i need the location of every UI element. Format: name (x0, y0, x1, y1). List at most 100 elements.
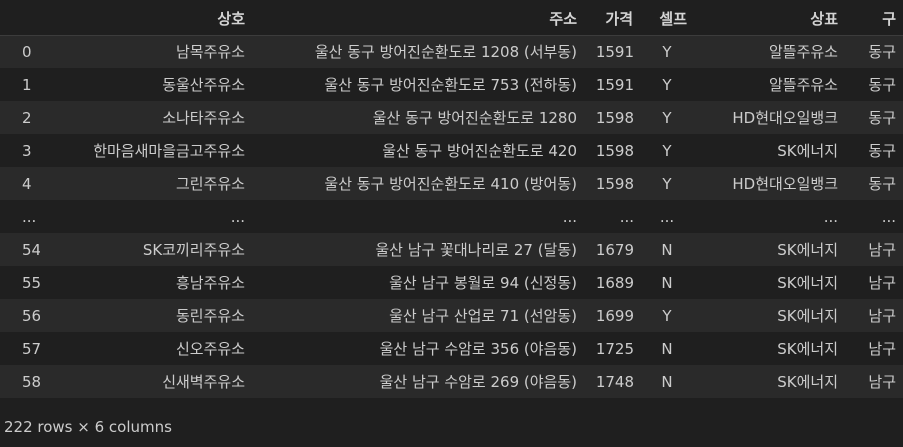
brand-cell: ... (823, 207, 838, 226)
row-index: 1 (22, 75, 32, 94)
table-row: 3 한마음새마을금고주유소 울산 동구 방어진순환도로 420 1598 Y SK에너지 동… (0, 134, 903, 167)
table-row: ..................... (0, 200, 903, 233)
table-header-row: 상호 주소 가격 셀프 상표 구 (0, 2, 903, 36)
table-body: 0 남목주유소 울산 동구 방어진순환도로 1208 (서부동) 1591 Y 알뜰주유소… (0, 35, 903, 398)
table-row: 55 흥남주유소 울산 남구 봉월로 94 (신정동) 1689 N SK에너지 남구 (0, 266, 903, 299)
station-name-cell: 한마음새마을금고주유소 (93, 142, 245, 160)
row-index: 3 (22, 141, 32, 160)
column-header-brand: 상표 (694, 2, 845, 36)
row-index: ... (22, 207, 37, 226)
column-header-self: 셀프 (640, 2, 694, 36)
column-header-address: 주소 (252, 2, 584, 36)
station-name-cell: 소나타주유소 (162, 109, 245, 127)
price-cell: 1725 (595, 339, 634, 358)
row-index: 56 (22, 306, 40, 325)
dataframe-table: 상호 주소 가격 셀프 상표 구 0 남목주유소 울산 동구 방어진순환도로 120… (0, 2, 903, 398)
brand-cell: 알뜰주유소 (768, 76, 838, 94)
district-cell: 남구 (868, 274, 896, 292)
price-cell: 1748 (595, 372, 634, 391)
self-service-cell: N (661, 240, 673, 259)
table-row: 57 신오주유소 울산 남구 수암로 356 (야음동) 1725 N SK에너지 남구 (0, 332, 903, 365)
station-name-cell: 신새벽주유소 (162, 373, 245, 391)
station-name-cell: ... (230, 207, 245, 226)
column-header-name: 상호 (40, 2, 252, 36)
self-service-cell: Y (662, 141, 672, 160)
address-cell: 울산 동구 방어진순환도로 753 (전하동) (324, 76, 577, 94)
station-name-cell: 흥남주유소 (175, 274, 245, 292)
price-cell: 1591 (595, 75, 634, 94)
address-cell: 울산 동구 방어진순환도로 420 (382, 142, 577, 160)
brand-cell: SK에너지 (777, 142, 838, 160)
price-cell: 1598 (595, 174, 634, 193)
self-service-cell: Y (662, 306, 672, 325)
address-cell: 울산 남구 산업로 71 (선암동) (389, 307, 577, 325)
column-header-price: 가격 (584, 2, 640, 36)
table-row: 56 동린주유소 울산 남구 산업로 71 (선암동) 1699 Y SK에너지 남구 (0, 299, 903, 332)
price-cell: 1699 (595, 306, 634, 325)
address-cell: 울산 동구 방어진순환도로 410 (방어동) (324, 175, 577, 193)
row-index: 2 (22, 108, 32, 127)
column-header-index (0, 2, 40, 36)
address-cell: 울산 남구 봉월로 94 (신정동) (389, 274, 577, 292)
district-cell: 동구 (868, 76, 896, 94)
station-name-cell: 동린주유소 (175, 307, 245, 325)
brand-cell: HD현대오일뱅크 (732, 109, 838, 127)
district-cell: 남구 (868, 340, 896, 358)
table-row: 2 소나타주유소 울산 동구 방어진순환도로 1280 1598 Y HD현대오일뱅크 동구 (0, 101, 903, 134)
column-header-district: 구 (845, 2, 903, 36)
price-cell: 1679 (595, 240, 634, 259)
brand-cell: SK에너지 (777, 274, 838, 292)
district-cell: 동구 (868, 142, 896, 160)
self-service-cell: ... (659, 207, 675, 226)
brand-cell: SK에너지 (777, 340, 838, 358)
table-row: 4 그린주유소 울산 동구 방어진순환도로 410 (방어동) 1598 Y HD현대오일… (0, 167, 903, 200)
table-row: 58 신새벽주유소 울산 남구 수암로 269 (야음동) 1748 N SK에너지 남구 (0, 365, 903, 398)
brand-cell: SK에너지 (777, 373, 838, 391)
brand-cell: 알뜰주유소 (768, 43, 838, 62)
table-row: 54 SK코끼리주유소 울산 남구 꽃대나리로 27 (달동) 1679 N SK에너지 남… (0, 233, 903, 266)
price-cell: ... (619, 207, 634, 226)
station-name-cell: SK코끼리주유소 (142, 241, 245, 259)
district-cell: ... (881, 207, 896, 226)
row-index: 57 (22, 339, 40, 358)
district-cell: 남구 (868, 373, 896, 391)
brand-cell: HD현대오일뱅크 (732, 175, 838, 193)
row-column-summary: 222 rows × 6 columns (4, 418, 172, 436)
row-index: 55 (22, 273, 40, 292)
address-cell: ... (562, 207, 577, 226)
district-cell: 남구 (868, 241, 896, 259)
district-cell: 동구 (868, 43, 896, 62)
row-index: 0 (22, 42, 32, 61)
self-service-cell: N (661, 273, 673, 292)
table-row: 0 남목주유소 울산 동구 방어진순환도로 1208 (서부동) 1591 Y 알뜰주유소… (0, 35, 903, 68)
table-row: 1 동울산주유소 울산 동구 방어진순환도로 753 (전하동) 1591 Y 알뜰주유소… (0, 68, 903, 101)
district-cell: 동구 (868, 175, 896, 193)
self-service-cell: Y (662, 108, 672, 127)
row-index: 4 (22, 174, 32, 193)
station-name-cell: 그린주유소 (175, 175, 245, 193)
station-name-cell: 신오주유소 (175, 340, 245, 358)
district-cell: 동구 (868, 109, 896, 127)
self-service-cell: N (661, 339, 673, 358)
district-cell: 남구 (868, 307, 896, 325)
station-name-cell: 남목주유소 (175, 43, 245, 62)
self-service-cell: Y (662, 42, 672, 61)
price-cell: 1598 (595, 108, 634, 127)
station-name-cell: 동울산주유소 (162, 76, 245, 94)
row-index: 58 (22, 372, 40, 391)
self-service-cell: N (661, 372, 673, 391)
self-service-cell: Y (662, 174, 672, 193)
address-cell: 울산 남구 수암로 269 (야음동) (379, 373, 577, 391)
address-cell: 울산 남구 수암로 356 (야음동) (379, 340, 577, 358)
address-cell: 울산 남구 꽃대나리로 27 (달동) (375, 241, 577, 259)
brand-cell: SK에너지 (777, 307, 838, 325)
price-cell: 1591 (595, 42, 634, 61)
brand-cell: SK에너지 (777, 241, 838, 259)
self-service-cell: Y (662, 75, 672, 94)
address-cell: 울산 동구 방어진순환도로 1280 (372, 109, 577, 127)
row-index: 54 (22, 240, 40, 259)
price-cell: 1689 (595, 273, 634, 292)
price-cell: 1598 (595, 141, 634, 160)
address-cell: 울산 동구 방어진순환도로 1208 (서부동) (314, 43, 577, 62)
